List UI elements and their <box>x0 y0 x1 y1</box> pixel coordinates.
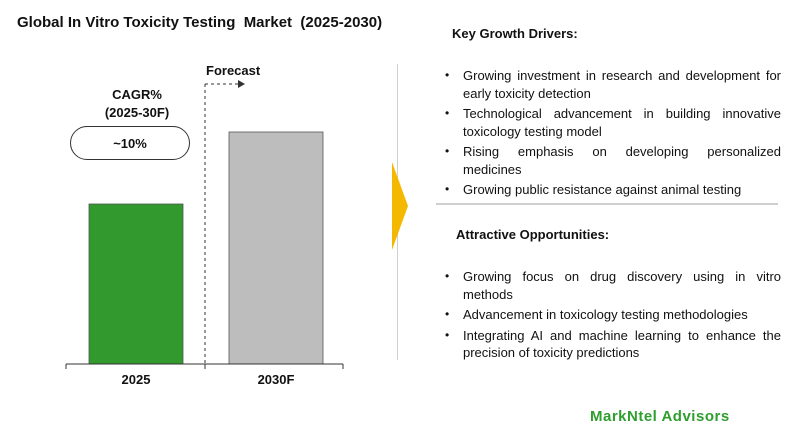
bullet-icon: • <box>445 106 450 120</box>
list-item: • Advancement in toxicology testing metho… <box>440 306 781 324</box>
drivers-list: • Growing investment in research and deve… <box>440 67 781 202</box>
list-item-text: Growing investment in research and devel… <box>463 68 781 101</box>
list-item-text: Rising emphasis on developing personaliz… <box>463 144 781 177</box>
opportunities-title: Attractive Opportunities: <box>456 227 610 242</box>
list-item-text: Integrating AI and machine learning to e… <box>463 327 781 361</box>
brand-logo: MarkNtel Advisors <box>590 408 730 425</box>
cagr-value: ~10% <box>113 135 147 151</box>
bullet-icon: • <box>445 144 450 158</box>
x-tick-label: 2030F <box>258 372 295 387</box>
drivers-title: Key Growth Drivers: <box>452 26 578 41</box>
cagr-label-text: CAGR% (2025-30F) <box>104 87 170 120</box>
bullet-icon: • <box>445 327 450 342</box>
opportunities-list: • Growing focus on drug discovery using i… <box>440 268 781 365</box>
forecast-arrow-head <box>238 80 245 88</box>
list-item: • Integrating AI and machine learning to … <box>440 327 781 362</box>
list-item: • Rising emphasis on developing personali… <box>440 143 781 178</box>
section-divider <box>436 203 778 205</box>
bar-2030F <box>228 131 324 365</box>
list-item: • Growing investment in research and deve… <box>440 67 781 102</box>
list-item: • Growing focus on drug discovery using i… <box>440 268 781 303</box>
right-arrow-icon <box>392 162 408 250</box>
cagr-label: CAGR% (2025-30F) <box>92 86 182 122</box>
bullet-icon: • <box>445 182 450 196</box>
list-item-text: Advancement in toxicology testing method… <box>463 307 748 322</box>
bullet-icon: • <box>445 269 450 283</box>
bullet-icon: • <box>445 307 450 321</box>
list-item-text: Growing public resistance against animal… <box>463 182 742 197</box>
x-tick-label: 2025 <box>122 372 151 387</box>
bar-2025 <box>88 203 184 365</box>
list-item: • Growing public resistance against anima… <box>440 181 781 199</box>
bar-chart: 2025 2030F <box>65 80 344 387</box>
list-item-text: Growing focus on drug discovery using in… <box>463 269 781 302</box>
bullet-icon: • <box>445 68 450 82</box>
cagr-value-pill: ~10% <box>70 126 190 160</box>
chart-title: Global In Vitro Toxicity Testing Market … <box>17 14 383 31</box>
forecast-label: Forecast <box>206 63 261 78</box>
list-item-text: Technological advancement in building in… <box>463 106 781 139</box>
list-item: • Technological advancement in building i… <box>440 105 781 140</box>
